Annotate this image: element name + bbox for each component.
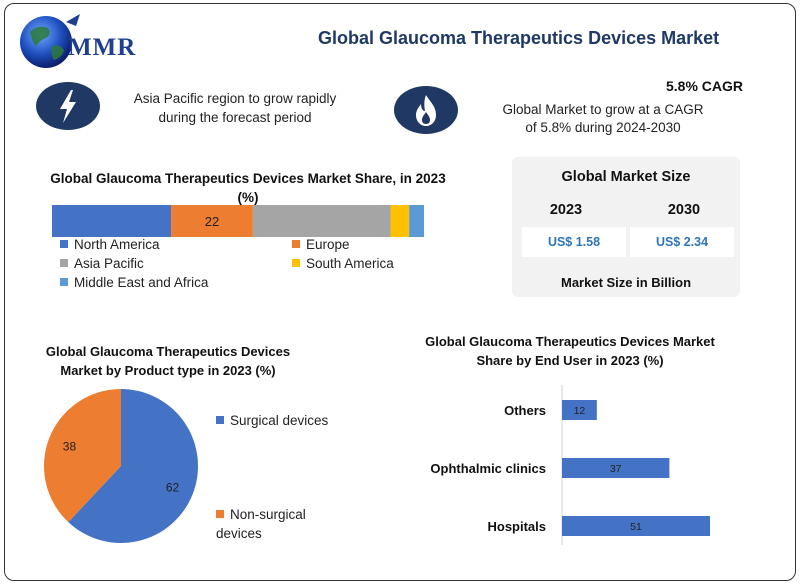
infographic-frame	[4, 3, 796, 581]
pie-legend-item-1: Non-surgical devices	[216, 505, 336, 543]
pie-legend-item-0: Surgical devices	[216, 411, 336, 430]
legend-item-3: South America	[292, 256, 394, 271]
value-2030-badge: US$ 2.34	[630, 227, 734, 257]
stacked-segment-3	[390, 205, 410, 237]
region-highlight: Asia Pacific region to grow rapidly duri…	[120, 89, 350, 127]
product-type-pie-chart: 62 38	[44, 389, 199, 543]
value-2023-badge: US$ 1.58	[522, 227, 626, 257]
market-size-title: Global Market Size	[561, 169, 691, 185]
legend-label: Asia Pacific	[74, 256, 144, 271]
region-text-line2: during the forecast period	[158, 110, 312, 125]
pie-slice-label-1: 38	[63, 440, 77, 454]
legend-label: North America	[74, 237, 160, 252]
end-user-bar-chart: 12 Others 37 Ophthalmic clinics 51 Hospitals	[430, 385, 710, 545]
bar-0	[562, 400, 597, 420]
market-size-panel: Global Market Size 2023 2030 US$ 1.58 US…	[512, 157, 740, 297]
legend-item-2: Asia Pacific	[60, 256, 144, 271]
year-2023-label: 2023	[549, 202, 583, 218]
legend-label: Middle East and Africa	[74, 275, 209, 290]
end-user-chart-title: Global Glaucoma Therapeutics Devices Mar…	[425, 334, 715, 368]
cagr-highlight: Global Market to grow at a CAGR of 5.8% …	[498, 101, 708, 137]
legend-label: South America	[306, 256, 394, 271]
legend-label: Non-surgical devices	[216, 507, 306, 541]
regional-share-legend: North America Europe Asia Pacific South Ame…	[60, 237, 460, 297]
regional-share-stacked-bar: 22	[52, 205, 424, 237]
legend-swatch	[292, 259, 300, 267]
product-type-chart-title: Global Glaucoma Therapeutics Devices Mar…	[45, 344, 291, 378]
legend-swatch	[216, 416, 224, 424]
stacked-segment-1	[171, 205, 253, 237]
logo-text: MMR	[68, 34, 137, 61]
regional-share-chart-title: Global Glaucoma Therapeutics Devices Mar…	[50, 171, 446, 205]
bar-value-label-2: 51	[630, 521, 642, 533]
year-2030-label: 2030	[667, 202, 701, 218]
legend-label: Surgical devices	[230, 413, 329, 428]
globe-icon	[20, 14, 80, 68]
category-label-2: Hospitals	[487, 519, 546, 534]
bar-value-label-0: 12	[574, 405, 586, 417]
cagr-label: 5.8% CAGR	[666, 78, 744, 94]
flame-icon	[394, 86, 458, 134]
legend-swatch	[216, 510, 224, 518]
stacked-segment-4	[409, 205, 424, 237]
market-size-note: Market Size in Billion	[560, 275, 692, 290]
legend-swatch	[292, 240, 300, 248]
cagr-text-line2: of 5.8% during 2024-2030	[525, 120, 681, 135]
page-title: Global Glaucoma Therapeutics Devices Mar…	[318, 28, 720, 48]
pie-slice-label-0: 62	[166, 480, 180, 494]
lightning-bolt-icon	[36, 82, 100, 130]
legend-swatch	[60, 240, 68, 248]
legend-item-0: North America	[60, 237, 160, 252]
legend-item-1: Europe	[292, 237, 350, 252]
legend-swatch	[60, 259, 68, 267]
pie-slice-0	[68, 389, 199, 543]
legend-label: Europe	[306, 237, 350, 252]
category-label-0: Others	[504, 403, 546, 418]
legend-item-4: Middle East and Africa	[60, 275, 208, 290]
stacked-segment-2	[252, 205, 391, 237]
region-text-line1: Asia Pacific region to grow rapidly	[133, 91, 337, 106]
bar-value-label-1: 37	[610, 463, 622, 475]
legend-swatch	[60, 278, 68, 286]
stacked-segment-0	[52, 205, 172, 237]
cagr-text-line1: Global Market to grow at a CAGR	[502, 102, 704, 117]
pie-slice-1	[44, 389, 122, 523]
bar-1	[562, 458, 670, 478]
bar-2	[562, 516, 710, 536]
stacked-segment-label-1: 22	[205, 214, 219, 229]
category-label-1: Ophthalmic clinics	[430, 461, 546, 476]
mmr-logo	[16, 12, 156, 72]
